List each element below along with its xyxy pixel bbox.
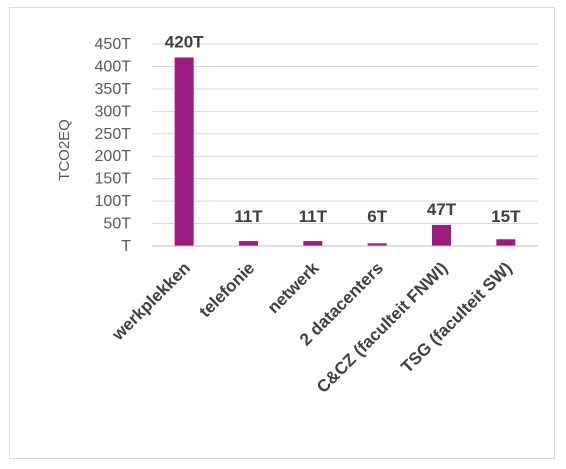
y-tick-label: 450T (95, 36, 132, 53)
y-tick-label: 150T (95, 171, 132, 188)
bar (303, 241, 323, 246)
x-tick-label: werkplekken (108, 258, 194, 344)
bar (174, 57, 194, 246)
y-tick-label: 100T (95, 193, 132, 210)
data-label: 47T (427, 200, 457, 219)
y-tick-label: 50T (103, 216, 131, 233)
data-label: 15T (491, 207, 521, 226)
gridlines (152, 43, 538, 225)
x-tick-label: TSG (faculteit SW) (397, 258, 515, 376)
y-tick-label: 350T (95, 81, 132, 98)
data-labels: 420T 11T 11T 6T 47T 15T (165, 32, 521, 226)
data-label: 420T (165, 32, 204, 51)
y-tick-label: 400T (95, 58, 132, 75)
y-tick-label: 200T (95, 148, 132, 165)
data-label: 11T (234, 207, 263, 226)
data-label: 11T (299, 207, 328, 226)
bar (367, 243, 387, 246)
x-tick-label: C&CZ (faculteit FNWI) (313, 258, 451, 396)
data-label: 6T (367, 207, 387, 226)
x-tick-label: telefonie (195, 258, 258, 321)
y-tick-label: T (121, 238, 131, 255)
y-tick-label: 300T (95, 103, 132, 120)
bars (174, 57, 516, 246)
bar (432, 224, 451, 246)
chart-frame (9, 7, 555, 459)
bar (239, 241, 258, 246)
x-tick-label: netwerk (264, 258, 323, 317)
y-tick-label: 250T (95, 126, 132, 143)
bar (496, 239, 516, 246)
y-axis-ticks: T 50T 100T 150T 200T 250T 300T 350T 400T 450T (95, 36, 132, 255)
y-axis-label: TCO2EQ (56, 119, 73, 181)
